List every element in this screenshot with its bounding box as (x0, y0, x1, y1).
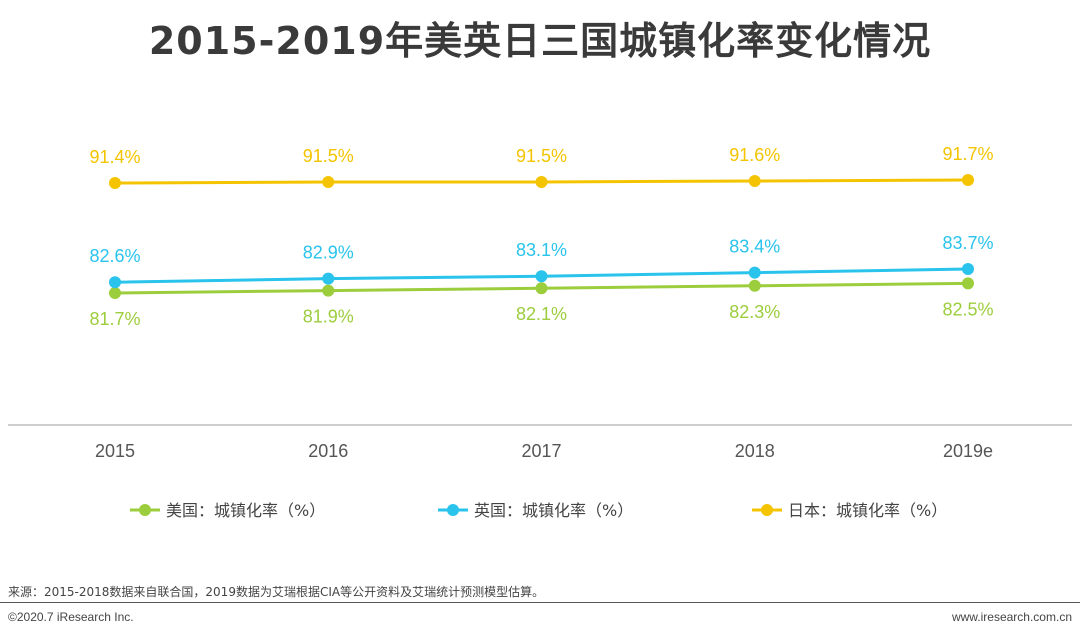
website-link[interactable]: www.iresearch.com.cn (951, 610, 1072, 624)
data-point (535, 282, 548, 295)
x-tick-label: 2015 (95, 441, 135, 461)
legend-label: 日本：城镇化率（%） (788, 501, 947, 520)
data-label: 91.4% (89, 147, 140, 167)
x-tick-label: 2018 (735, 441, 775, 461)
data-label: 82.3% (729, 302, 780, 322)
legend-marker (761, 504, 773, 516)
data-label: 91.5% (303, 146, 354, 166)
data-point (322, 284, 335, 297)
x-tick-label: 2016 (308, 441, 348, 461)
data-point (322, 272, 335, 285)
footer-divider (0, 602, 1080, 603)
data-label: 82.5% (942, 299, 993, 319)
legend-marker (447, 504, 459, 516)
data-label: 82.6% (89, 246, 140, 266)
legend-marker (139, 504, 151, 516)
data-point (748, 279, 761, 292)
data-label: 83.1% (516, 240, 567, 260)
data-label: 91.6% (729, 145, 780, 165)
legend-label: 英国：城镇化率（%） (474, 501, 633, 520)
data-label: 83.4% (729, 237, 780, 257)
data-label: 81.9% (303, 307, 354, 327)
data-point (962, 263, 974, 275)
copyright-text: ©2020.7 iResearch Inc. (8, 610, 134, 624)
legend-label: 美国：城镇化率（%） (166, 501, 325, 520)
data-label: 81.7% (89, 309, 140, 329)
data-label: 91.5% (516, 146, 567, 166)
data-point (748, 266, 761, 279)
x-tick-label: 2017 (521, 441, 561, 461)
data-point (535, 176, 548, 188)
data-point (109, 276, 121, 289)
data-point (535, 270, 548, 283)
data-point (748, 175, 761, 187)
data-point (322, 176, 335, 188)
data-point (962, 174, 974, 186)
x-tick-label: 2019e (943, 441, 993, 461)
chart-title: 2015-2019年美英日三国城镇化率变化情况 (148, 19, 932, 63)
data-point (109, 177, 121, 189)
data-label: 82.9% (303, 243, 354, 263)
data-point (109, 287, 121, 299)
data-point (962, 277, 974, 290)
data-label: 91.7% (942, 144, 993, 164)
data-label: 82.1% (516, 304, 567, 324)
source-note: 来源：2015-2018数据来自联合国，2019数据为艾瑞根据CIA等公开资料及… (8, 585, 545, 599)
line-chart: 2015 2016 2017 2018 2019e 81.7% 81.9% 82.1% 82.3… (8, 144, 1072, 520)
data-label: 83.7% (942, 233, 993, 253)
